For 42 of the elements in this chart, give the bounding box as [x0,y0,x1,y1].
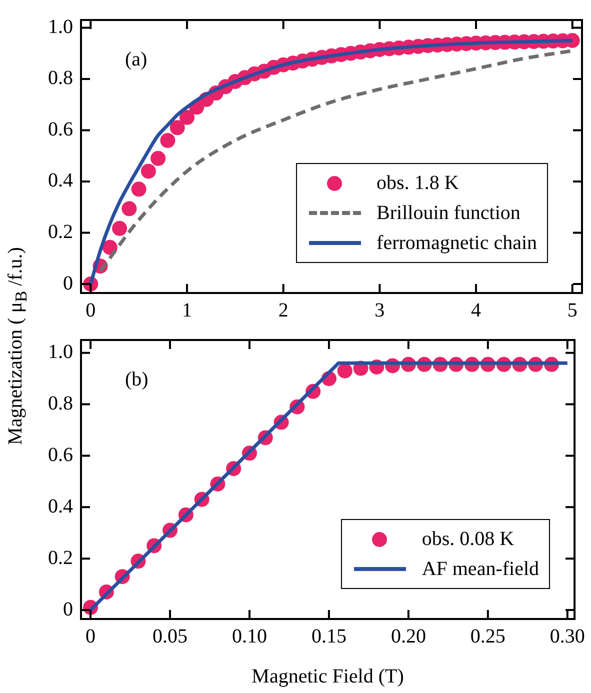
x-tick-label: 0.20 [390,625,426,648]
x-axis-title: Magnetic Field (T) [252,665,404,688]
y-tick-label: 0 [63,598,73,620]
x-tick-label: 0 [86,625,96,648]
point [337,363,352,378]
point [112,220,128,236]
point [150,150,166,166]
legend-label: obs. 1.8 K [376,172,459,194]
x-tick-label: 0 [86,299,96,322]
x-tick-label: 5 [567,299,578,322]
x-tick-label: 1 [182,299,192,322]
y-tick-label: 0.8 [48,392,73,415]
y-tick-label: 0.6 [48,444,73,466]
point [140,164,156,179]
y-tick-label: 0.2 [48,221,73,244]
x-tick-label: 0.30 [550,625,585,648]
x-tick-label: 2 [278,299,288,322]
legend-label: obs. 0.08 K [422,528,514,550]
point [170,120,185,136]
point [179,110,194,125]
y-tick-label: 0.4 [48,170,73,192]
annotation: (a) [125,48,148,70]
point [160,132,176,148]
y-tick-label: 0.8 [48,67,73,90]
y-tick-label: 1.0 [48,16,73,38]
x-tick-label: 0.10 [232,625,267,648]
x-tick-label: 0.15 [311,625,346,648]
x-tick-label: 0.05 [152,625,188,648]
point [131,182,146,197]
y-tick-label: 0.4 [48,495,73,518]
x-tick-label: 4 [471,299,482,322]
legend-label: Brillouin function [376,202,520,224]
point [122,201,137,216]
y-tick-label: 1.0 [48,341,73,364]
y-tick-label: 0.6 [48,118,73,140]
legend-label: ferromagnetic chain [376,232,537,254]
annotation: (b) [125,368,148,390]
y-tick-label: 0.2 [48,546,73,569]
x-tick-label: 3 [374,299,385,322]
y-tick-label: 0 [63,272,73,294]
x-tick-label: 0.25 [470,625,506,648]
legend-label: AF mean-field [422,558,539,580]
